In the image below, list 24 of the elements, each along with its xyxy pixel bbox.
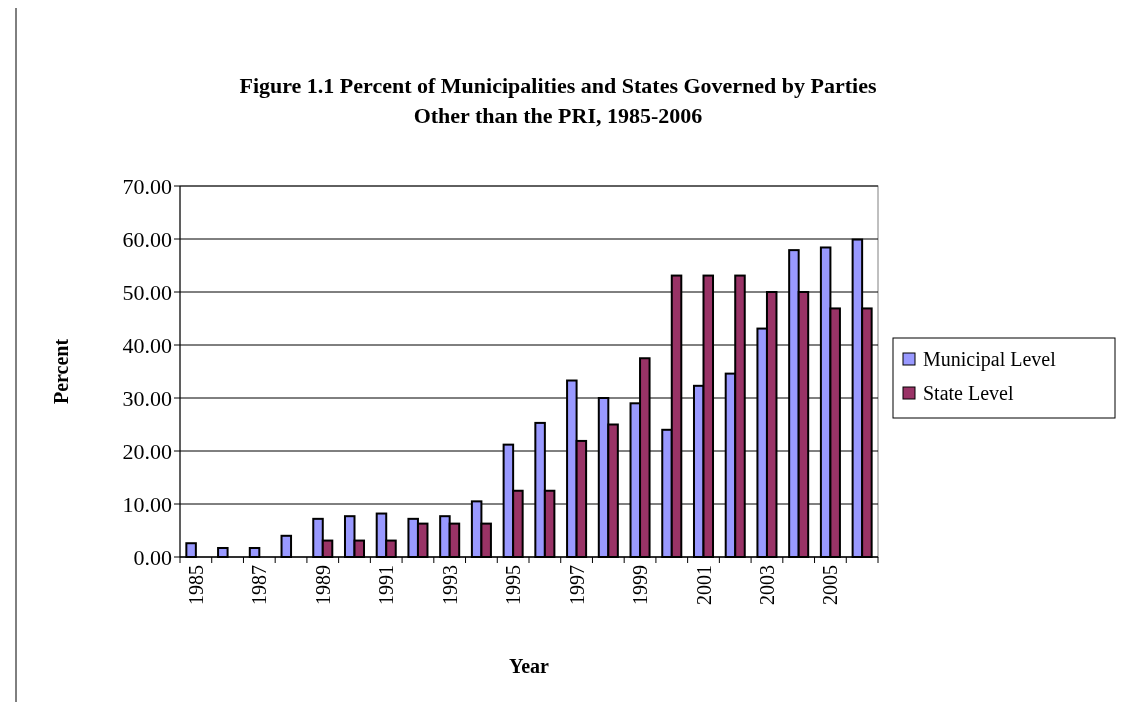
y-tick-label: 0.00	[133, 544, 172, 570]
y-tick-label: 20.00	[122, 438, 172, 464]
x-tick-label: 1989	[311, 565, 334, 605]
y-tick-label: 40.00	[122, 332, 172, 358]
y-tick-label: 70.00	[122, 173, 172, 199]
x-tick-label: 1987	[248, 565, 271, 605]
y-tick-label: 30.00	[122, 385, 172, 411]
y-axis-title: Percent	[50, 338, 72, 405]
x-tick-label: 2001	[692, 565, 715, 605]
x-axis-title: Year	[509, 655, 550, 677]
x-tick-label: 1993	[438, 565, 461, 605]
y-tick-label: 60.00	[122, 226, 172, 252]
chart-title: Figure 1.1 Percent of Municipalities and States Governed by Parties Other than the PRI, 1985-2006	[239, 73, 877, 128]
x-tick-label: 1985	[184, 565, 207, 605]
x-tick-label: 2005	[819, 565, 842, 605]
legend-label: State Level	[923, 382, 1014, 404]
legend-label: Municipal Level	[923, 348, 1057, 371]
x-tick-label: 2003	[755, 565, 778, 605]
x-tick-label: 1999	[629, 565, 652, 605]
x-tick-label: 1997	[565, 565, 588, 605]
x-tick-label: 1991	[375, 565, 398, 605]
x-tick-label: 1995	[502, 565, 525, 605]
y-tick-label: 50.00	[122, 279, 172, 305]
y-tick-label: 10.00	[122, 491, 172, 517]
